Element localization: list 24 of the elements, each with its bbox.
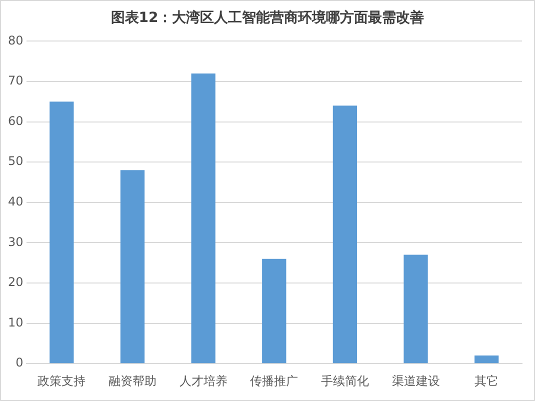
x-tick-label: 渠道建设	[392, 374, 440, 388]
y-tick-label: 70	[8, 74, 24, 88]
y-tick-label: 20	[8, 275, 24, 290]
x-tick-label: 融资帮助	[108, 374, 156, 388]
x-tick-label: 人才培养	[179, 374, 228, 388]
y-tick-label: 60	[8, 114, 24, 128]
y-tick-label: 30	[8, 234, 24, 249]
bar	[262, 258, 286, 364]
chart-title: 图表12：大湾区人工智能营商环境哪方面最需改善	[110, 9, 426, 27]
y-tick-label: 0	[16, 356, 24, 370]
bar	[474, 356, 499, 364]
x-tick-label: 其它	[474, 374, 499, 388]
bar	[120, 170, 145, 364]
y-tick-label: 80	[8, 33, 24, 48]
bar	[191, 73, 216, 364]
x-tick-label: 政策支持	[38, 374, 86, 388]
bar	[332, 106, 358, 364]
x-tick-label: 传播推广	[250, 374, 298, 388]
y-tick-label: 50	[8, 154, 24, 168]
bar	[50, 102, 74, 364]
bar	[404, 254, 428, 364]
y-tick-label: 40	[8, 194, 24, 209]
y-tick-label: 10	[8, 315, 24, 330]
x-tick-label: 手续简化	[320, 374, 369, 388]
